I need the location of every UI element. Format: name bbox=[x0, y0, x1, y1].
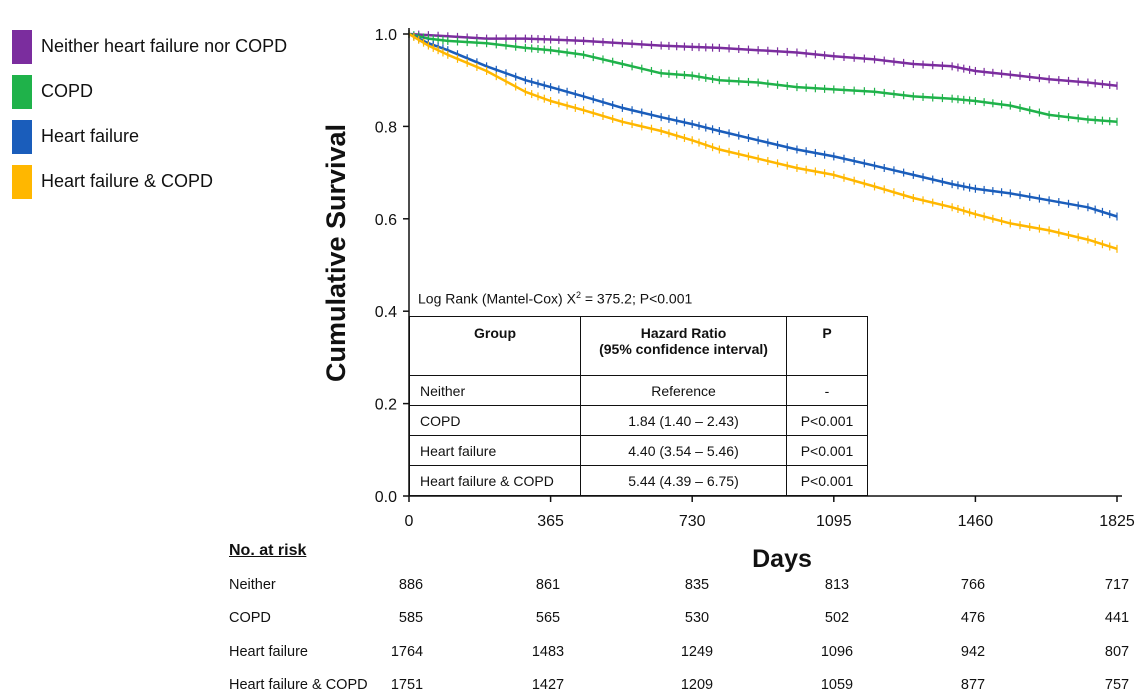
legend-swatch bbox=[12, 30, 32, 64]
hr-table-header-row: Group Hazard Ratio (95% confidence interv… bbox=[409, 316, 868, 376]
x-tick-label: 1095 bbox=[816, 513, 852, 530]
at-risk-value: 1249 bbox=[680, 644, 714, 660]
x-tick-label: 365 bbox=[537, 513, 564, 530]
at-risk-value: 1209 bbox=[680, 677, 714, 693]
at-risk-row-neither: Neither 886 861 835 813 766 717 bbox=[0, 577, 1144, 597]
hr-cell-p: - bbox=[786, 375, 868, 406]
hr-cell-group: Neither bbox=[409, 375, 581, 406]
legend-swatch bbox=[12, 75, 32, 109]
at-risk-label: COPD bbox=[229, 610, 271, 626]
series-layer bbox=[408, 30, 1118, 253]
legend-item-neither: Neither heart failure nor COPD bbox=[12, 30, 332, 64]
at-risk-label: Neither bbox=[229, 577, 276, 593]
table-row: Heart failure & COPD 5.44 (4.39 – 6.75) … bbox=[409, 465, 868, 496]
at-risk-value: 1751 bbox=[390, 677, 424, 693]
hr-header-line1: Hazard Ratio bbox=[640, 325, 727, 341]
at-risk-row-heart-failure: Heart failure 1764 1483 1249 1096 942 80… bbox=[0, 644, 1144, 664]
legend-label: COPD bbox=[41, 81, 94, 101]
at-risk-value: 565 bbox=[535, 610, 561, 626]
hr-header-group: Group bbox=[409, 316, 581, 376]
hr-cell-ratio: 5.44 (4.39 – 6.75) bbox=[580, 465, 787, 496]
y-tick-label: 0.4 bbox=[375, 304, 397, 321]
hr-cell-group: Heart failure bbox=[409, 435, 581, 466]
at-risk-value: 717 bbox=[1104, 577, 1130, 593]
hr-header-p: P bbox=[786, 316, 868, 376]
hr-cell-ratio: 1.84 (1.40 – 2.43) bbox=[580, 405, 787, 436]
at-risk-value: 1483 bbox=[531, 644, 565, 660]
table-row: Heart failure 4.40 (3.54 – 5.46) P<0.001 bbox=[409, 435, 868, 466]
at-risk-value: 1096 bbox=[820, 644, 854, 660]
at-risk-value: 807 bbox=[1104, 644, 1130, 660]
y-tick-label: 1.0 bbox=[375, 27, 397, 44]
at-risk-value: 766 bbox=[960, 577, 986, 593]
x-tick-label: 1460 bbox=[958, 513, 994, 530]
at-risk-label: Heart failure & COPD bbox=[229, 677, 368, 693]
legend-swatch bbox=[12, 165, 32, 199]
hr-cell-p: P<0.001 bbox=[786, 405, 868, 436]
at-risk-value: 861 bbox=[535, 577, 561, 593]
at-risk-value: 1059 bbox=[820, 677, 854, 693]
legend-swatch bbox=[12, 120, 32, 154]
series-copd bbox=[408, 30, 1118, 126]
y-tick-label: 0.0 bbox=[375, 489, 397, 506]
at-risk-value: 476 bbox=[960, 610, 986, 626]
legend-item-heart-failure: Heart failure bbox=[12, 120, 332, 154]
x-axis-label: Days bbox=[752, 545, 812, 573]
hr-cell-p: P<0.001 bbox=[786, 465, 868, 496]
log-rank-suffix: = 375.2; P<0.001 bbox=[580, 290, 693, 307]
at-risk-label: Heart failure bbox=[229, 644, 308, 660]
y-tick-label: 0.6 bbox=[375, 212, 397, 229]
log-rank-prefix: Log Rank (Mantel-Cox) X bbox=[418, 290, 576, 307]
table-row: COPD 1.84 (1.40 – 2.43) P<0.001 bbox=[409, 405, 868, 436]
at-risk-value: 835 bbox=[684, 577, 710, 593]
hr-cell-group: COPD bbox=[409, 405, 581, 436]
y-tick-label: 0.8 bbox=[375, 119, 397, 136]
at-risk-value: 877 bbox=[960, 677, 986, 693]
hr-cell-ratio: 4.40 (3.54 – 5.46) bbox=[580, 435, 787, 466]
at-risk-value: 942 bbox=[960, 644, 986, 660]
y-tick-label: 0.2 bbox=[375, 397, 397, 414]
at-risk-value: 886 bbox=[398, 577, 424, 593]
hr-cell-group: Heart failure & COPD bbox=[409, 465, 581, 496]
x-tick-label: 730 bbox=[679, 513, 706, 530]
legend-label: Heart failure & COPD bbox=[41, 171, 214, 191]
x-tick-label: 0 bbox=[405, 513, 414, 530]
legend-item-copd: COPD bbox=[12, 75, 332, 109]
table-row: Neither Reference - bbox=[409, 375, 868, 406]
legend-label: Neither heart failure nor COPD bbox=[41, 36, 288, 56]
y-ticks: 0.0 0.2 0.4 0.6 0.8 1.0 bbox=[375, 27, 409, 506]
hr-header-hazard-ratio: Hazard Ratio (95% confidence interval) bbox=[580, 316, 787, 376]
at-risk-value: 1764 bbox=[390, 644, 424, 660]
at-risk-value: 441 bbox=[1104, 610, 1130, 626]
log-rank-statistic: Log Rank (Mantel-Cox) X2 = 375.2; P<0.00… bbox=[418, 290, 692, 307]
series-heart-failure bbox=[408, 30, 1118, 221]
hazard-ratio-table: Group Hazard Ratio (95% confidence interv… bbox=[409, 316, 868, 496]
at-risk-value: 757 bbox=[1104, 677, 1130, 693]
at-risk-value: 813 bbox=[824, 577, 850, 593]
series-line bbox=[408, 32, 1118, 218]
at-risk-value: 530 bbox=[684, 610, 710, 626]
legend-item-heart-failure-copd: Heart failure & COPD bbox=[12, 165, 332, 199]
hr-cell-p: P<0.001 bbox=[786, 435, 868, 466]
series-neither-heart-failure-nor-copd bbox=[408, 30, 1118, 90]
log-rank-superscript: 2 bbox=[575, 290, 581, 300]
hr-header-line2: (95% confidence interval) bbox=[599, 341, 768, 357]
y-axis-label: Cumulative Survival bbox=[321, 124, 351, 382]
legend-label: Heart failure bbox=[41, 126, 140, 146]
at-risk-value: 502 bbox=[824, 610, 850, 626]
at-risk-value: 585 bbox=[398, 610, 424, 626]
at-risk-value: 1427 bbox=[531, 677, 565, 693]
at-risk-row-heart-failure-copd: Heart failure & COPD 1751 1427 1209 1059… bbox=[0, 677, 1144, 697]
at-risk-row-copd: COPD 585 565 530 502 476 441 bbox=[0, 610, 1144, 630]
series-heart-failure-copd bbox=[408, 30, 1118, 253]
hr-cell-ratio: Reference bbox=[580, 375, 787, 406]
x-tick-label: 1825 bbox=[1099, 513, 1135, 530]
at-risk-title: No. at risk bbox=[229, 542, 307, 559]
x-ticks: 0 365 730 1095 1460 1825 bbox=[405, 496, 1135, 530]
